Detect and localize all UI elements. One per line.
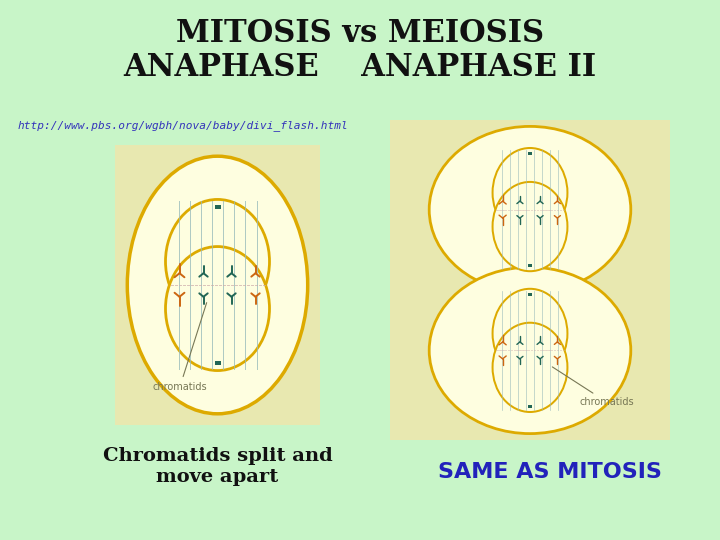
Ellipse shape	[166, 199, 269, 323]
Ellipse shape	[492, 323, 567, 412]
Ellipse shape	[166, 247, 269, 370]
Text: Chromatids split and
move apart: Chromatids split and move apart	[103, 447, 333, 486]
Text: http://www.pbs.org/wgbh/nova/baby/divi_flash.html: http://www.pbs.org/wgbh/nova/baby/divi_f…	[18, 120, 348, 131]
Bar	[215, 205, 220, 209]
Text: SAME AS MITOSIS: SAME AS MITOSIS	[438, 462, 662, 482]
Bar	[215, 361, 220, 365]
Ellipse shape	[492, 289, 567, 378]
Bar	[528, 265, 532, 267]
Bar	[528, 405, 532, 408]
Bar	[528, 152, 532, 155]
Bar	[115, 145, 320, 425]
Bar	[528, 293, 532, 295]
Text: ANAPHASE    ANAPHASE II: ANAPHASE ANAPHASE II	[123, 52, 597, 83]
Ellipse shape	[492, 148, 567, 237]
Ellipse shape	[492, 182, 567, 271]
Text: chromatids: chromatids	[552, 367, 634, 407]
Ellipse shape	[429, 267, 631, 434]
Bar	[390, 120, 670, 440]
Ellipse shape	[429, 126, 631, 293]
Ellipse shape	[127, 156, 307, 414]
Text: chromatids: chromatids	[153, 302, 207, 392]
Text: MITOSIS vs MEIOSIS: MITOSIS vs MEIOSIS	[176, 18, 544, 49]
